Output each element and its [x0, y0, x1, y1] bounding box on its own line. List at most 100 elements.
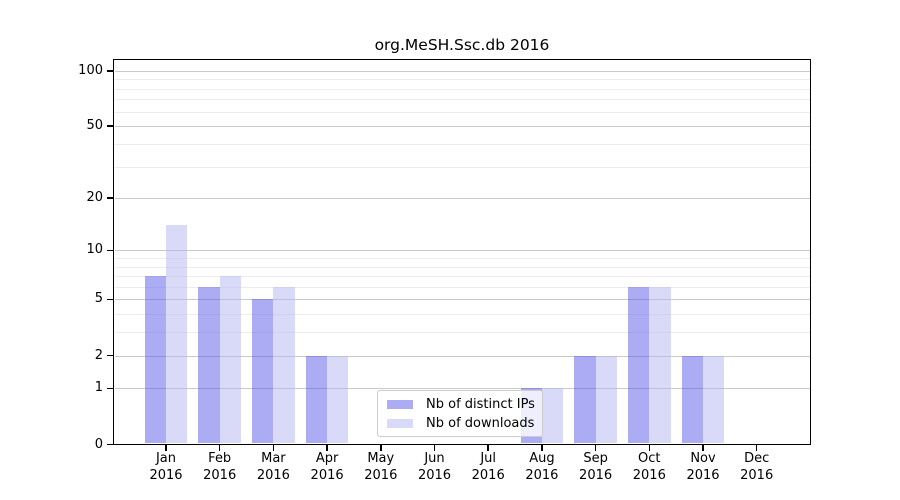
x-tick-mark	[218, 444, 221, 451]
legend-row: Nb of downloads	[387, 415, 535, 432]
y-tick-label: 50	[86, 118, 103, 134]
minor-gridline	[114, 276, 810, 278]
y-tick-mark	[107, 70, 113, 72]
x-tick-year: 2016	[632, 467, 666, 483]
y-tick-mark	[107, 197, 113, 199]
x-tick-month: Oct	[638, 451, 661, 466]
x-tick-year: 2016	[310, 467, 344, 483]
x-tick-year: 2016	[525, 467, 559, 483]
minor-gridline	[114, 88, 810, 90]
bar-distinct-ips-feb	[198, 286, 220, 444]
chart-title: org.MeSH.Ssc.db 2016	[374, 36, 550, 54]
minor-gridline	[114, 314, 810, 316]
minor-gridline	[114, 79, 810, 81]
bar-distinct-ips-jan	[144, 276, 166, 444]
y-tick-mark	[107, 443, 113, 446]
x-tick-label: Mar 2016	[246, 451, 300, 484]
y-tick-mark	[107, 387, 113, 390]
x-tick-label: Jan 2016	[139, 451, 193, 484]
y-tick-label: 5	[94, 291, 103, 307]
major-gridline	[114, 388, 810, 390]
bar-downloads-aug	[541, 388, 564, 444]
bar-distinct-ips-nov	[681, 355, 703, 444]
bar-distinct-ips-apr	[305, 355, 328, 444]
x-tick-year: 2016	[149, 467, 183, 483]
x-tick-label: Jun 2016	[408, 451, 462, 484]
x-tick-month: Sep	[583, 451, 608, 466]
x-tick-mark	[433, 444, 436, 451]
legend-label-distinct-ips: Nb of distinct IPs	[426, 396, 535, 412]
bar-downloads-mar	[273, 286, 295, 444]
minor-gridline	[114, 266, 810, 268]
y-tick-mark	[107, 125, 113, 127]
x-tick-month: Apr	[315, 451, 339, 466]
x-tick-label: Sep 2016	[569, 451, 623, 484]
x-tick-year: 2016	[364, 467, 398, 483]
x-tick-month: Dec	[744, 451, 770, 466]
bar-downloads-sep	[595, 355, 617, 444]
x-tick-year: 2016	[579, 467, 613, 483]
minor-gridline	[114, 332, 810, 334]
x-tick-mark	[272, 444, 275, 451]
major-gridline	[114, 355, 810, 357]
x-tick-label: Nov 2016	[676, 451, 730, 484]
x-tick-year: 2016	[417, 467, 452, 483]
legend: Nb of distinct IPs Nb of downloads	[377, 389, 543, 437]
minor-gridline	[114, 143, 810, 145]
x-tick-mark	[165, 444, 167, 451]
y-tick-mark	[107, 298, 113, 301]
y-tick-label: 100	[78, 62, 103, 78]
bar-distinct-ips-sep	[574, 355, 596, 444]
x-tick-label: Dec 2016	[730, 451, 784, 484]
x-tick-mark	[487, 444, 489, 451]
legend-label-downloads: Nb of downloads	[426, 415, 535, 431]
x-tick-month: Mar	[261, 451, 286, 466]
major-gridline	[114, 70, 810, 72]
major-gridline	[114, 126, 810, 128]
legend-swatch-downloads	[387, 418, 413, 428]
x-tick-mark	[380, 444, 382, 451]
legend-row: Nb of distinct IPs	[387, 396, 535, 413]
x-tick-month: May	[367, 451, 395, 466]
y-tick-label: 10	[86, 242, 103, 258]
x-tick-year: 2016	[256, 467, 290, 483]
x-tick-label: May 2016	[354, 451, 408, 484]
y-tick-label: 20	[86, 190, 103, 206]
x-tick-mark	[326, 444, 328, 451]
major-gridline	[114, 250, 810, 252]
x-tick-mark	[541, 444, 543, 451]
x-tick-month: Feb	[208, 451, 232, 466]
minor-gridline	[114, 99, 810, 101]
x-tick-month: Nov	[690, 451, 716, 466]
bar-downloads-feb	[219, 276, 241, 444]
bar-distinct-ips-oct	[628, 286, 650, 444]
legend-swatch-distinct-ips	[387, 399, 413, 409]
bar-distinct-ips-mar	[252, 299, 274, 444]
minor-gridline	[114, 111, 810, 113]
y-tick-mark	[107, 249, 113, 252]
bar-downloads-oct	[649, 286, 671, 444]
x-tick-label: Oct 2016	[622, 451, 676, 484]
x-tick-mark	[594, 444, 597, 451]
y-tick-label: 0	[94, 436, 103, 452]
x-tick-label: Aug 2016	[515, 451, 569, 484]
x-tick-mark	[702, 444, 704, 451]
x-tick-mark	[755, 444, 758, 451]
minor-gridline	[114, 286, 810, 288]
x-tick-label: Jul 2016	[461, 451, 515, 484]
bar-downloads-jan	[166, 225, 188, 444]
x-tick-month: Aug	[529, 451, 555, 466]
y-tick-label: 1	[94, 380, 103, 396]
minor-gridline	[114, 166, 810, 168]
y-tick-mark	[107, 354, 113, 357]
x-tick-year: 2016	[686, 467, 720, 483]
x-tick-label: Feb 2016	[193, 451, 247, 484]
x-tick-month: Jul	[480, 451, 497, 466]
bar-downloads-nov	[703, 355, 725, 444]
x-tick-year: 2016	[471, 467, 505, 483]
x-tick-month: Jan	[155, 451, 177, 466]
bar-downloads-apr	[327, 355, 349, 444]
x-tick-label: Apr 2016	[300, 451, 354, 484]
x-tick-year: 2016	[740, 467, 774, 483]
x-tick-mark	[648, 444, 651, 451]
